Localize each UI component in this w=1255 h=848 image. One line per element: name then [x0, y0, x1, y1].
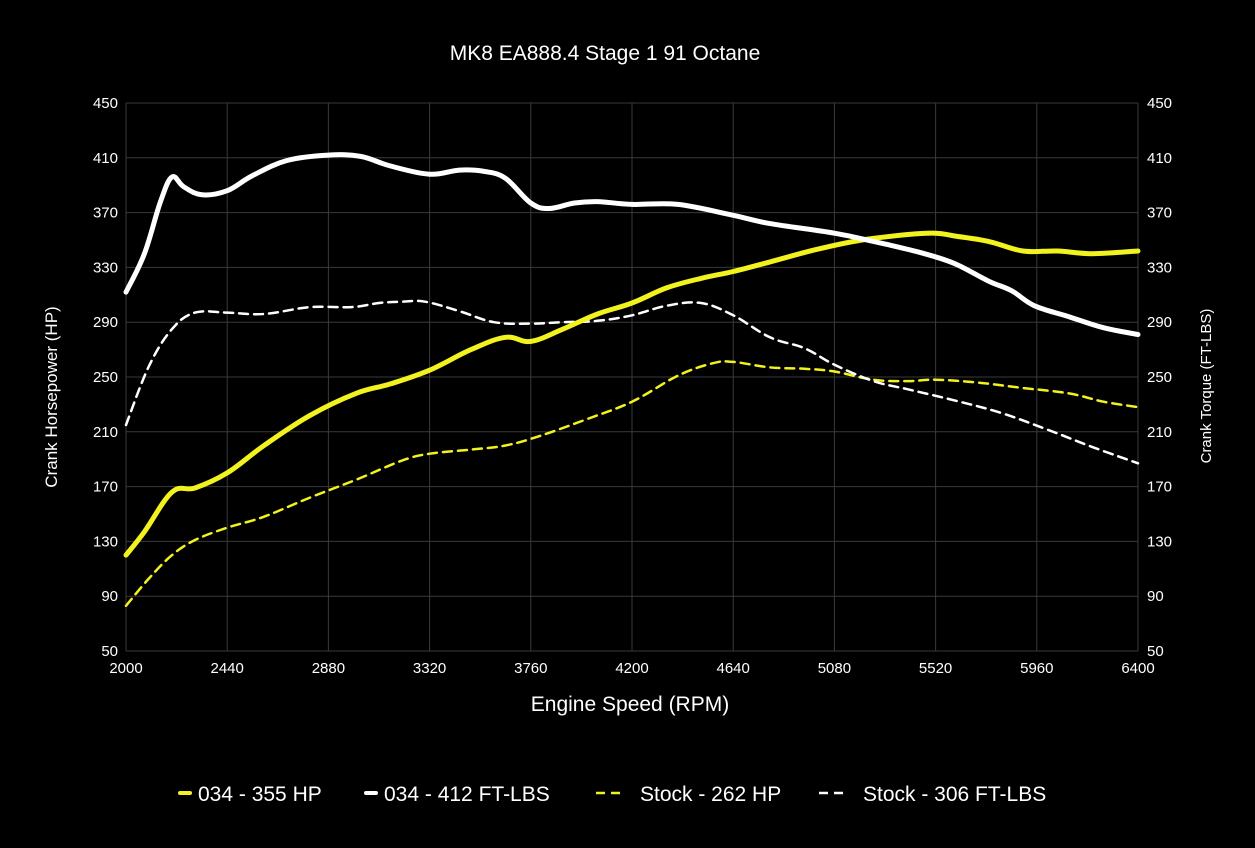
- y-axis-right-title: Crank Torque (FT-LBS): [1198, 309, 1215, 464]
- legend-label: Stock - 306 FT-LBS: [863, 783, 1046, 806]
- x-tick-label: 5520: [919, 660, 952, 677]
- y-tick-label-right: 250: [1147, 369, 1172, 386]
- y-tick-label-left: 290: [93, 314, 118, 331]
- tick-labels: 2000 2440 2880 3320 3760 4200 4640 5080 5520 5960…: [93, 95, 1172, 677]
- legend: 034 - 355 HP 034 - 412 FT-LBS Stock - 262 …: [178, 783, 1046, 806]
- x-axis-title: Engine Speed (RPM): [531, 693, 729, 716]
- y-tick-label-right: 50: [1147, 643, 1164, 660]
- series-line-3: [124, 360, 1140, 608]
- y-tick-label-left: 210: [93, 424, 118, 441]
- y-tick-label-left: 450: [93, 95, 118, 112]
- y-tick-label-right: 450: [1147, 95, 1172, 112]
- series-layer: [123, 152, 1141, 608]
- x-tick-label: 2880: [312, 660, 345, 677]
- y-tick-label-right: 170: [1147, 479, 1172, 496]
- y-tick-label-right: 330: [1147, 259, 1172, 276]
- legend-label: 034 - 355 HP: [198, 783, 322, 806]
- x-tick-label: 3320: [413, 660, 446, 677]
- x-tick-label: 6400: [1121, 660, 1154, 677]
- y-tick-label-right: 410: [1147, 150, 1172, 167]
- y-tick-label-right: 130: [1147, 533, 1172, 550]
- y-tick-label-right: 290: [1147, 314, 1172, 331]
- series-line-1: [123, 230, 1141, 558]
- y-axis-left-title: Crank Horsepower (HP): [42, 306, 61, 487]
- y-tick-label-left: 410: [93, 150, 118, 167]
- y-tick-label-right: 370: [1147, 205, 1172, 222]
- y-tick-label-left: 170: [93, 479, 118, 496]
- y-tick-label-left: 130: [93, 533, 118, 550]
- x-tick-label: 3760: [514, 660, 547, 677]
- y-tick-label-left: 90: [101, 588, 118, 605]
- y-tick-label-left: 50: [101, 643, 118, 660]
- x-tick-label: 2000: [109, 660, 142, 677]
- legend-label: 034 - 412 FT-LBS: [384, 783, 550, 806]
- y-tick-label-left: 370: [93, 205, 118, 222]
- chart-title: MK8 EA888.4 Stage 1 91 Octane: [450, 42, 761, 65]
- y-tick-label-right: 90: [1147, 588, 1164, 605]
- y-tick-label-right: 210: [1147, 424, 1172, 441]
- x-tick-label: 4640: [717, 660, 750, 677]
- series-line-2: [123, 152, 1141, 337]
- y-tick-label-left: 330: [93, 259, 118, 276]
- legend-label: Stock - 262 HP: [640, 783, 781, 806]
- x-tick-label: 4200: [615, 660, 648, 677]
- x-tick-label: 2440: [211, 660, 244, 677]
- grid: [125, 102, 1139, 652]
- x-tick-label: 5960: [1020, 660, 1053, 677]
- x-tick-label: 5080: [818, 660, 851, 677]
- y-tick-label-left: 250: [93, 369, 118, 386]
